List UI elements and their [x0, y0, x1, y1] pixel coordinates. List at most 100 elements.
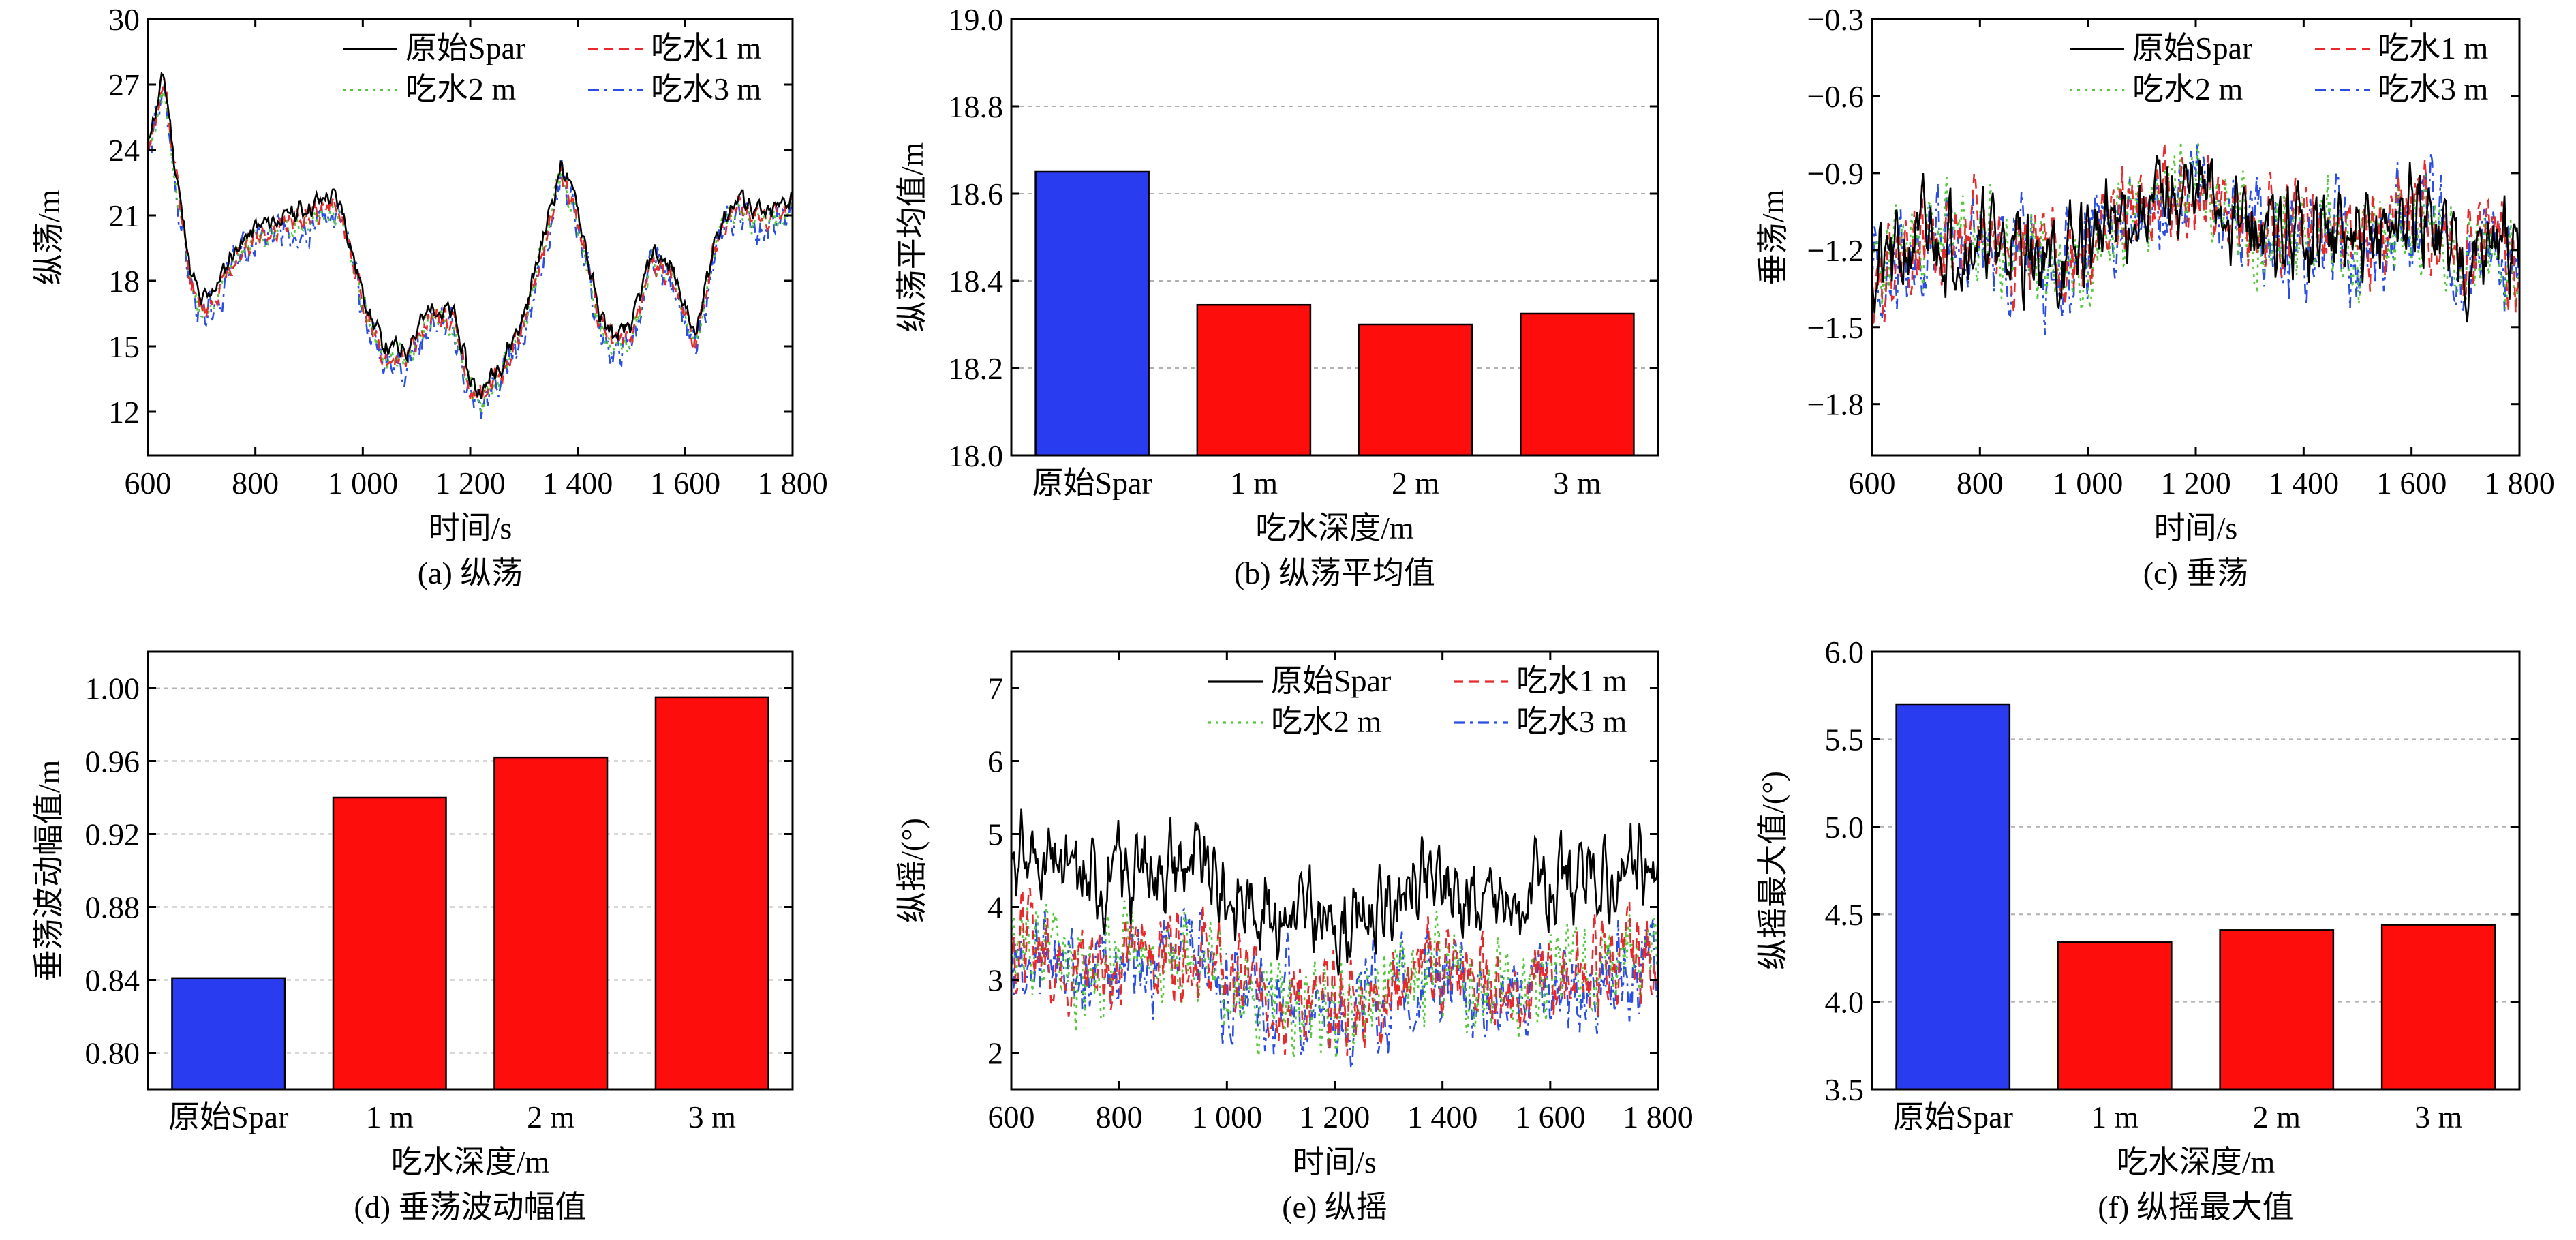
y-tick-label: 18 — [108, 264, 140, 299]
y-tick-label: 18.6 — [949, 177, 1004, 211]
x-tick-label: 1 800 — [1623, 1100, 1693, 1134]
series-line-1 — [148, 78, 793, 402]
x-tick-label: 1 m — [366, 1100, 414, 1134]
y-tick-label: 15 — [108, 329, 140, 364]
bar-3 — [654, 696, 769, 1091]
y-tick-label: 0.84 — [85, 963, 140, 998]
bar-1 — [2057, 941, 2173, 1091]
panel-d-bar-chart: 原始Spar 1 m 2 m 3 m 0.80 0.84 0.88 0.92 0.96 1.00 垂… — [31, 650, 794, 1224]
x-tick-label: 1 m — [2091, 1100, 2139, 1134]
bar-2 — [2219, 929, 2335, 1091]
y-tick-label: −0.3 — [1807, 2, 1864, 37]
x-axis-label: 吃水深度/m — [2117, 1145, 2275, 1179]
legend-label: 吃水2 m — [1271, 704, 1382, 739]
x-tick-label: 原始Spar — [1893, 1100, 2013, 1134]
y-tick-label: 4.0 — [1825, 985, 1865, 1020]
legend-label: 吃水1 m — [2378, 31, 2489, 65]
x-tick-label: 原始Spar — [1032, 466, 1152, 500]
x-tick-label: 600 — [125, 466, 172, 500]
legend-label: 吃水3 m — [2378, 72, 2489, 106]
y-tick-label: 0.88 — [85, 890, 140, 925]
bar-1 — [332, 796, 447, 1091]
bar-0 — [171, 977, 286, 1091]
y-tick-label: 18.0 — [949, 438, 1004, 473]
x-tick-label: 1 600 — [2376, 466, 2447, 500]
x-tick-label: 800 — [232, 466, 279, 500]
x-tick-label: 3 m — [2414, 1100, 2463, 1134]
legend: 原始Spar 吃水1 m 吃水2 m 吃水3 m — [2070, 31, 2489, 106]
x-tick-label: 1 400 — [1407, 1100, 1478, 1134]
y-tick-label: 6 — [987, 744, 1003, 779]
x-axis-label: 时间/s — [1293, 1145, 1377, 1179]
bar-3 — [1520, 312, 1635, 457]
x-tick-label: 800 — [1957, 466, 2004, 500]
y-axis-label: 纵摇最大值/(°) — [1755, 771, 1790, 970]
y-axis-label: 垂荡/m — [1755, 190, 1790, 286]
series-line-0 — [148, 71, 793, 399]
series-line-0 — [1872, 155, 2519, 323]
x-tick-label: 原始Spar — [168, 1100, 288, 1134]
y-axis-label: 纵荡/m — [31, 190, 66, 286]
series-line-1 — [1011, 887, 1658, 1056]
y-tick-label: 24 — [108, 133, 140, 168]
x-tick-label: 1 200 — [2160, 466, 2231, 500]
series-line-2 — [1872, 141, 2519, 313]
x-tick-label: 2 m — [527, 1100, 575, 1134]
series-line-0 — [1011, 808, 1658, 976]
x-axis-label: 时间/s — [2154, 511, 2238, 545]
series-line-2 — [1011, 900, 1658, 1059]
y-tick-label: 7 — [987, 671, 1003, 706]
panel-caption: (d) 垂荡波动幅值 — [354, 1190, 586, 1224]
bar-1 — [1196, 303, 1312, 457]
x-tick-label: 600 — [1849, 466, 1896, 500]
legend-label: 吃水3 m — [651, 72, 762, 106]
y-tick-label: −1.5 — [1807, 310, 1864, 345]
legend-label: 吃水1 m — [1516, 663, 1627, 698]
legend: 原始Spar 吃水1 m 吃水2 m 吃水3 m — [1208, 663, 1627, 739]
x-tick-label: 3 m — [688, 1100, 737, 1134]
x-tick-label: 1 000 — [2053, 466, 2123, 500]
bar-2 — [493, 756, 609, 1091]
x-tick-label: 3 m — [1553, 466, 1601, 500]
legend-label: 原始Spar — [405, 31, 525, 65]
bar-0 — [1895, 703, 2011, 1091]
y-tick-label: 4 — [987, 890, 1003, 925]
x-axis-label: 吃水深度/m — [391, 1145, 550, 1179]
panel-a-line-chart: 12 15 18 21 24 27 30 纵荡/m 时间/s (a) 纵荡 600 800 1 000 1… — [31, 2, 828, 590]
x-tick-label: 1 m — [1230, 466, 1278, 500]
x-tick-label: 2 m — [2253, 1100, 2301, 1134]
y-tick-label: 4.5 — [1825, 897, 1865, 932]
x-tick-label: 1 600 — [650, 466, 721, 500]
y-tick-label: 5 — [987, 817, 1003, 852]
legend: 原始Spar 吃水1 m 吃水2 m 吃水3 m — [343, 31, 762, 106]
x-tick-label: 1 800 — [757, 466, 828, 500]
x-tick-label: 1 200 — [435, 466, 506, 500]
x-tick-label: 2 m — [1392, 466, 1440, 500]
panel-caption: (c) 垂荡 — [2143, 556, 2249, 590]
series-line-3 — [148, 80, 793, 421]
y-tick-label: 6.0 — [1825, 635, 1865, 669]
plot-frame — [1871, 650, 2521, 1091]
x-tick-label: 1 800 — [2484, 466, 2555, 500]
x-tick-label: 1 000 — [328, 466, 399, 500]
y-tick-label: 19.0 — [949, 2, 1004, 37]
legend-label: 吃水1 m — [651, 31, 762, 65]
y-tick-label: 30 — [108, 2, 140, 37]
y-tick-label: 3 — [987, 963, 1003, 998]
y-tick-label: 27 — [108, 67, 140, 102]
plot-frame — [1010, 18, 1659, 457]
legend-label: 原始Spar — [2132, 31, 2252, 65]
panel-caption: (e) 纵摇 — [1282, 1190, 1387, 1224]
bar-0 — [1034, 170, 1150, 457]
panel-caption: (f) 纵摇最大值 — [2098, 1190, 2293, 1224]
y-tick-label: 5.0 — [1825, 810, 1865, 845]
y-axis-label: 纵荡平均值/m — [895, 142, 930, 333]
bar-3 — [2380, 924, 2496, 1091]
x-tick-label: 800 — [1096, 1100, 1143, 1134]
panel-caption: (a) 纵荡 — [418, 556, 523, 590]
y-tick-label: 2 — [987, 1036, 1003, 1071]
panel-f-bar-chart: 原始Spar 1 m 2 m 3 m 3.5 4.0 4.5 5.0 5.5 6.0 纵摇最大值/(… — [1755, 635, 2521, 1224]
bar-2 — [1358, 323, 1473, 457]
y-tick-label: 0.96 — [85, 744, 140, 779]
